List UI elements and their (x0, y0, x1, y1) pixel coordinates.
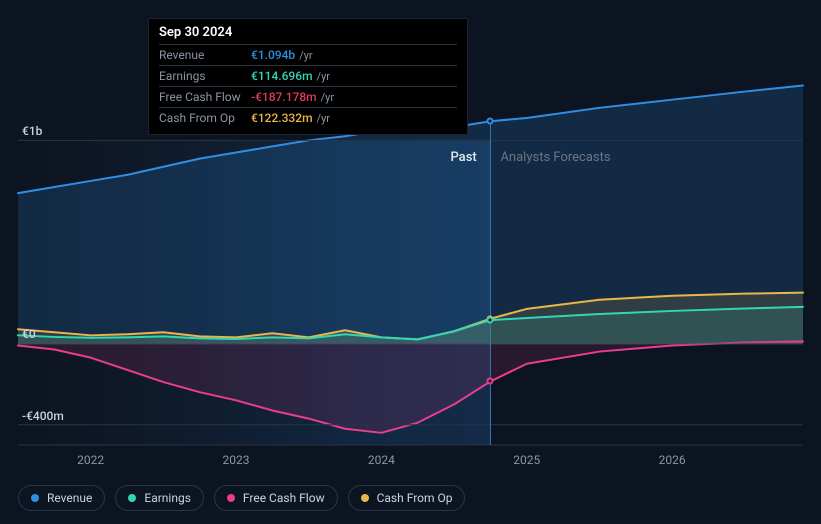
legend-label: Revenue (47, 491, 92, 505)
tooltip-row: Free Cash Flow-€187.178m/yr (159, 86, 457, 107)
x-axis-tick-label: 2023 (223, 453, 250, 467)
series-marker (487, 317, 494, 324)
y-axis-tick-label: €0 (22, 327, 36, 341)
tooltip-row-value: €1.094b (251, 48, 295, 62)
y-axis-tick-label: -€400m (22, 409, 64, 423)
tooltip-row: Cash From Op€122.332m/yr (159, 107, 457, 128)
tooltip-row: Earnings€114.696m/yr (159, 65, 457, 86)
tooltip-row-value: €114.696m (251, 69, 313, 83)
tooltip-row-label: Free Cash Flow (159, 90, 251, 104)
y-axis-tick-label: €1b (22, 124, 42, 138)
tooltip-row-unit: /yr (299, 49, 312, 62)
tooltip-row-label: Revenue (159, 48, 251, 62)
tooltip-row-value: -€187.178m (251, 90, 317, 104)
tooltip-row-unit: /yr (317, 70, 330, 83)
legend-label: Earnings (144, 491, 191, 505)
legend-dot-icon (227, 494, 235, 502)
x-axis-tick-label: 2022 (77, 453, 104, 467)
series-marker (487, 378, 494, 385)
legend-item[interactable]: Earnings (115, 485, 204, 511)
tooltip-row-value: €122.332m (251, 111, 313, 125)
section-label-past: Past (450, 150, 476, 165)
tooltip-title: Sep 30 2024 (159, 25, 457, 40)
legend-item[interactable]: Free Cash Flow (214, 485, 338, 511)
tooltip-row-label: Earnings (159, 69, 251, 83)
legend-dot-icon (361, 494, 369, 502)
tooltip-row-label: Cash From Op (159, 111, 251, 125)
legend: Revenue Earnings Free Cash Flow Cash From O… (18, 485, 465, 511)
x-axis-tick-label: 2024 (368, 453, 395, 467)
legend-dot-icon (31, 494, 39, 502)
tooltip-row-unit: /yr (317, 112, 330, 125)
section-label-forecast: Analysts Forecasts (500, 150, 610, 165)
legend-item[interactable]: Cash From Op (348, 485, 466, 511)
tooltip-row: Revenue€1.094b/yr (159, 44, 457, 65)
x-axis-tick-label: 2026 (659, 453, 686, 467)
legend-item[interactable]: Revenue (18, 485, 105, 511)
legend-label: Free Cash Flow (243, 491, 325, 505)
x-axis-tick-label: 2025 (513, 453, 540, 467)
legend-dot-icon (128, 494, 136, 502)
series-marker (487, 118, 494, 125)
hover-tooltip: Sep 30 2024 Revenue€1.094b/yrEarnings€11… (148, 18, 468, 135)
legend-label: Cash From Op (377, 491, 453, 505)
tooltip-row-unit: /yr (321, 91, 334, 104)
financial-chart: Past Analysts Forecasts Sep 30 2024 Reve… (0, 0, 821, 524)
